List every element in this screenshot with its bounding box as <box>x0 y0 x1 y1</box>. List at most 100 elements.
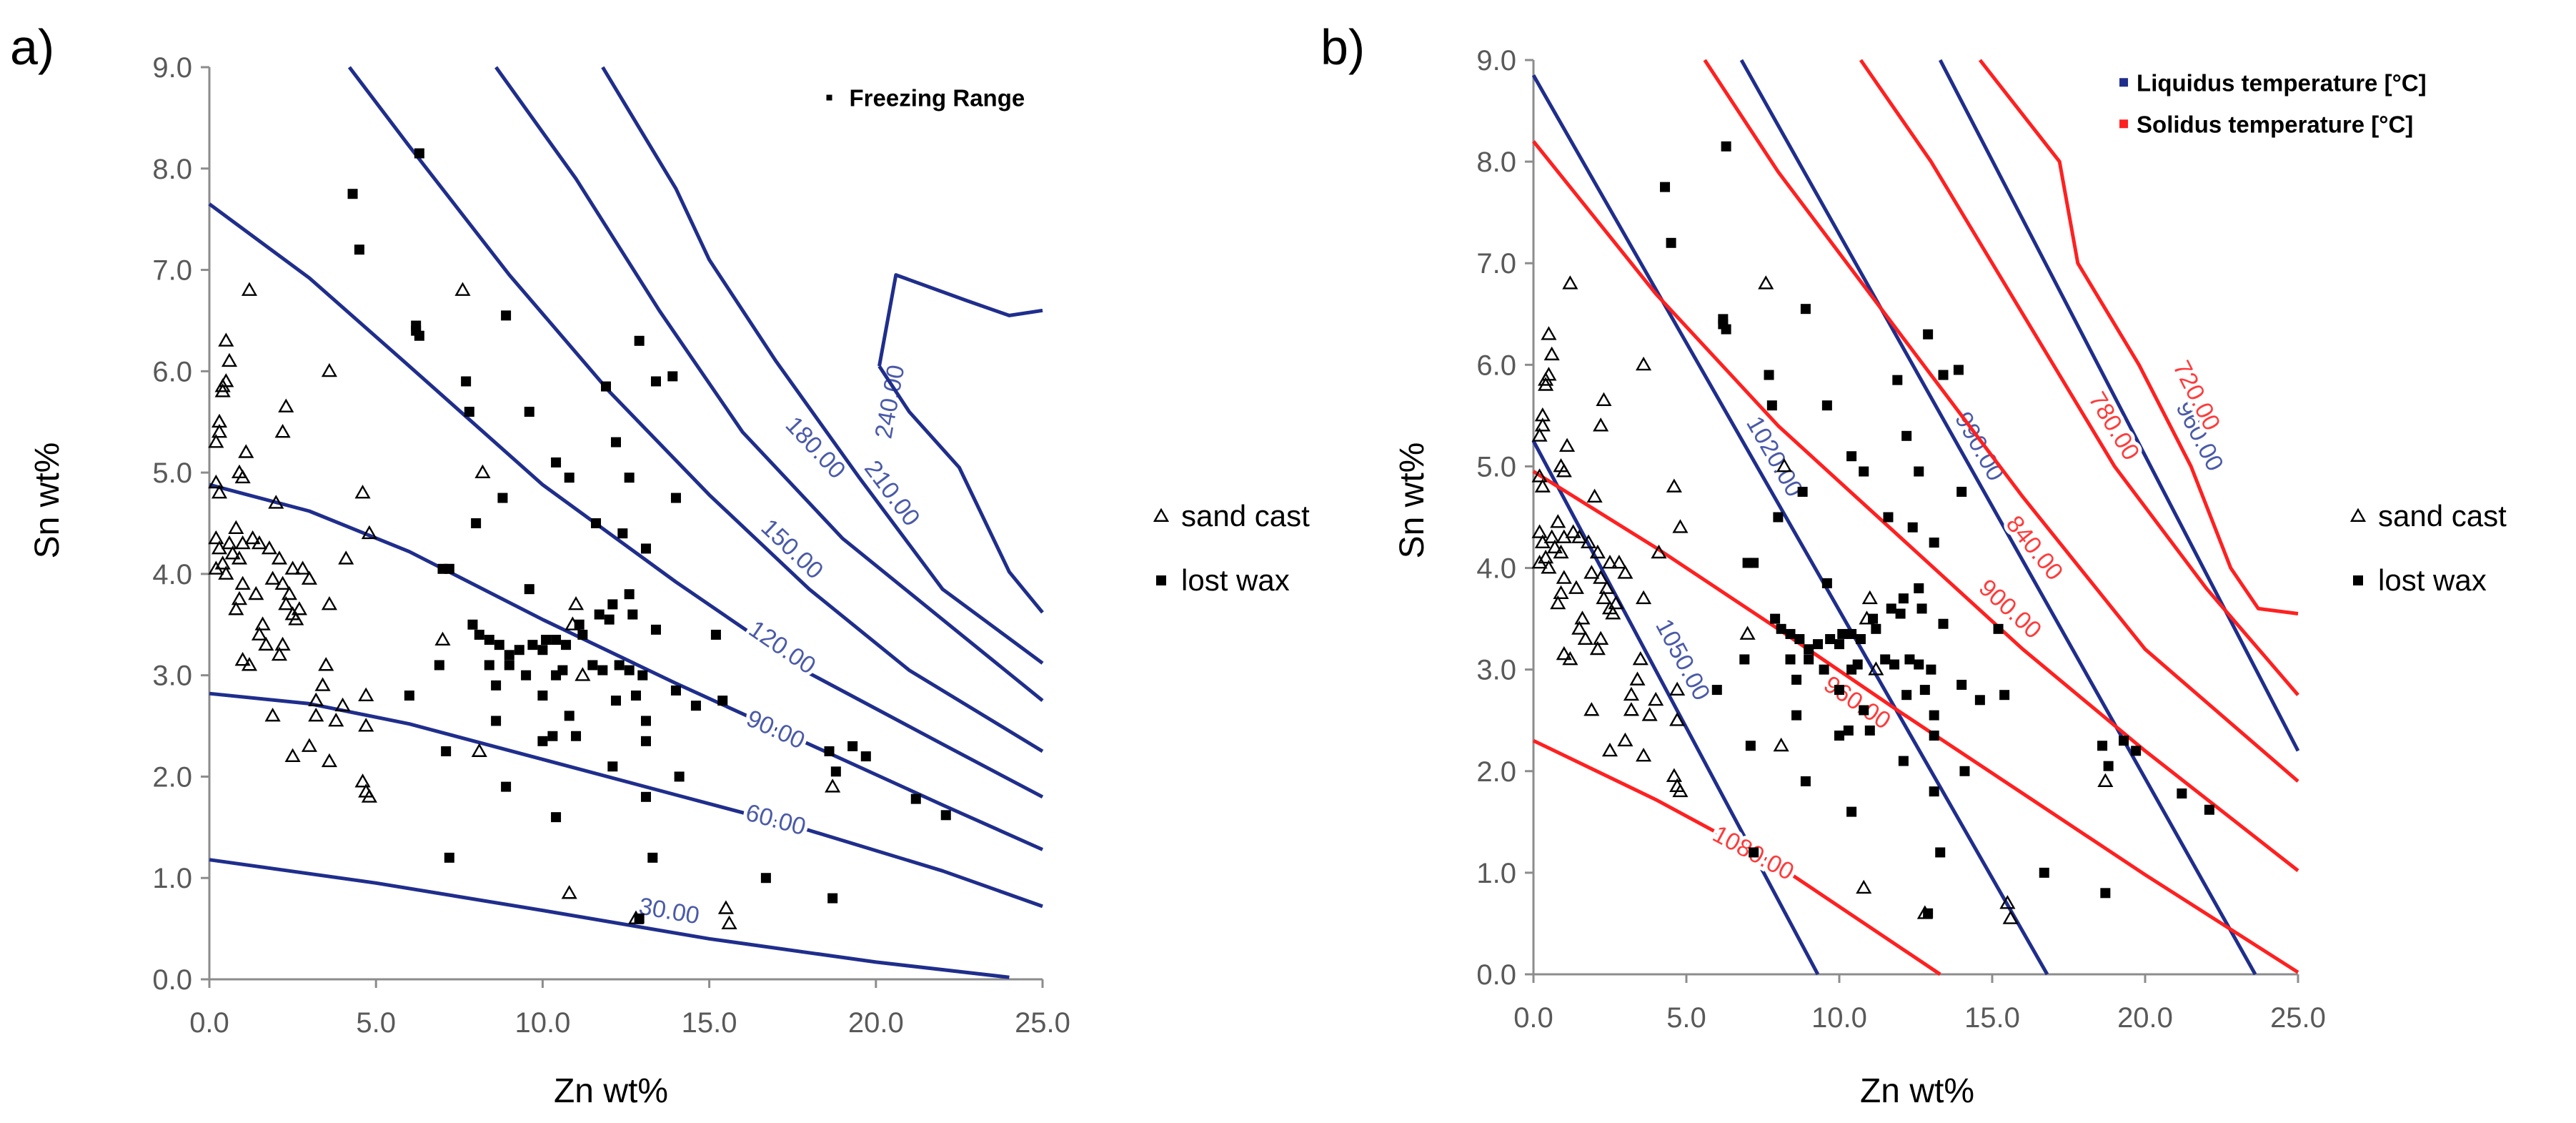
sand-cast-point <box>1543 346 1560 361</box>
lost-wax-point <box>1898 593 1909 604</box>
lost-wax-point <box>1923 908 1934 919</box>
sand-cast-point <box>1531 555 1548 569</box>
lost-wax-point <box>537 736 548 746</box>
lost-wax-point <box>1929 710 1939 721</box>
contour-line <box>601 66 1044 665</box>
x-tick-label: 5.0 <box>1666 1002 1706 1034</box>
legend-triangle-icon <box>1153 508 1170 522</box>
sand-cast-point <box>1641 707 1658 721</box>
lost-wax-point <box>1999 690 2010 701</box>
lost-wax-point <box>461 376 472 387</box>
lost-wax-point <box>2100 888 2111 899</box>
lost-wax-point <box>571 731 582 741</box>
sand-cast-point <box>1593 570 1609 584</box>
sand-cast-point <box>231 590 248 605</box>
lost-wax-point <box>564 711 575 721</box>
sand-cast-point <box>1589 544 1606 559</box>
lost-wax-point <box>1914 583 1924 593</box>
sand-cast-point <box>264 707 281 722</box>
lost-wax-point <box>830 766 841 777</box>
sand-cast-point <box>1605 605 1621 620</box>
sand-cast-point <box>1559 437 1576 452</box>
lost-wax-point <box>710 629 721 640</box>
sand-cast-point <box>361 525 377 540</box>
sand-cast-point <box>274 423 291 438</box>
y-tick-label: 0.0 <box>152 964 192 996</box>
sand-cast-point <box>1534 417 1551 432</box>
sand-cast-point <box>1550 514 1566 528</box>
lost-wax-point <box>1749 847 1759 858</box>
series-legend: sand cast lost wax <box>2349 499 2507 597</box>
lost-wax-point <box>2097 741 2108 751</box>
sand-cast-point <box>308 692 324 707</box>
sand-cast-point <box>338 550 354 565</box>
lost-wax-point <box>1825 634 1836 645</box>
lost-wax-point <box>551 457 562 467</box>
x-tick-label: 25.0 <box>2270 1002 2326 1034</box>
sand-cast-point <box>238 444 254 458</box>
contour-label: 180.00 <box>780 411 851 484</box>
sand-cast-point <box>1531 427 1548 442</box>
sand-cast-point <box>258 636 274 651</box>
lost-wax-point <box>1804 654 1814 665</box>
sand-cast-point <box>211 423 228 438</box>
contour-line <box>877 273 1043 367</box>
lost-wax-point <box>577 629 588 640</box>
lost-wax-point <box>434 660 444 671</box>
x-tick-label: 15.0 <box>682 1007 737 1039</box>
lost-wax-point <box>2039 867 2049 878</box>
sand-cast-point <box>1648 691 1664 706</box>
lost-wax-point <box>591 518 602 528</box>
sand-cast-point <box>1565 524 1581 538</box>
lost-wax-point <box>514 645 524 656</box>
legend-swatch <box>2119 78 2129 87</box>
lost-wax-point <box>574 619 585 630</box>
lost-wax-point <box>640 791 651 802</box>
lost-wax-point <box>1666 237 1676 248</box>
lost-wax-point <box>1846 806 1857 817</box>
y-tick-label: 3.0 <box>1476 655 1516 686</box>
sand-cast-point <box>1672 519 1689 533</box>
y-tick-label: 1.0 <box>152 863 192 894</box>
sand-cast-point <box>301 570 317 585</box>
lost-wax-point <box>1938 618 1949 629</box>
sand-cast-point <box>1541 326 1557 340</box>
series-legend-label: lost wax <box>1181 563 1290 597</box>
lost-wax-point <box>494 640 504 650</box>
sand-cast-point <box>1596 392 1612 407</box>
sand-cast-point <box>1669 681 1686 696</box>
sand-cast-point <box>318 657 334 671</box>
sand-cast-point <box>1672 783 1689 798</box>
lost-wax-point <box>1843 725 1854 736</box>
sand-cast-point <box>1856 879 1872 894</box>
lost-wax-point <box>354 244 364 255</box>
lost-wax-point <box>607 761 618 772</box>
lost-wax-point <box>551 635 562 645</box>
lost-wax-point <box>611 437 622 447</box>
lost-wax-point <box>1766 400 1777 411</box>
sand-cast-point <box>1596 590 1612 605</box>
series-legend: sand cast lost wax <box>1153 499 1310 597</box>
y-tick-label: 4.0 <box>152 559 192 590</box>
lost-wax-point <box>1889 659 1900 670</box>
legend-swatch <box>2119 119 2129 129</box>
sand-cast-point <box>1623 686 1640 701</box>
y-tick-label: 1.0 <box>1476 858 1516 889</box>
sand-cast-point <box>1583 702 1600 716</box>
lost-wax-point <box>1791 710 1802 721</box>
contour-lines: 30.0060.0090.00120.00150.00180.00210.002… <box>208 66 1044 979</box>
y-tick-label: 3.0 <box>152 661 192 692</box>
lost-wax-point <box>630 691 641 701</box>
x-tick-label: 10.0 <box>514 1007 570 1039</box>
sand-cast-point <box>471 743 487 757</box>
lost-wax-point <box>1773 512 1784 523</box>
lost-wax-point <box>551 812 562 823</box>
sand-cast-point <box>561 885 577 899</box>
sand-cast-point <box>1543 529 1560 543</box>
lost-wax-point <box>1907 522 1918 533</box>
sand-cast-point <box>1758 275 1774 290</box>
lost-wax-point <box>1739 654 1750 665</box>
sand-cast-point <box>264 570 281 585</box>
lost-wax-point <box>1785 654 1796 665</box>
lost-wax-point <box>501 310 512 321</box>
